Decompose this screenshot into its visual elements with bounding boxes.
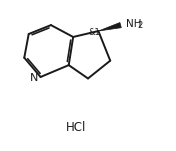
Text: NH: NH [126,19,141,29]
Polygon shape [98,22,121,31]
Text: HCl: HCl [66,121,86,134]
Text: N: N [30,73,38,83]
Text: 2: 2 [137,21,142,30]
Text: &1: &1 [89,28,100,37]
